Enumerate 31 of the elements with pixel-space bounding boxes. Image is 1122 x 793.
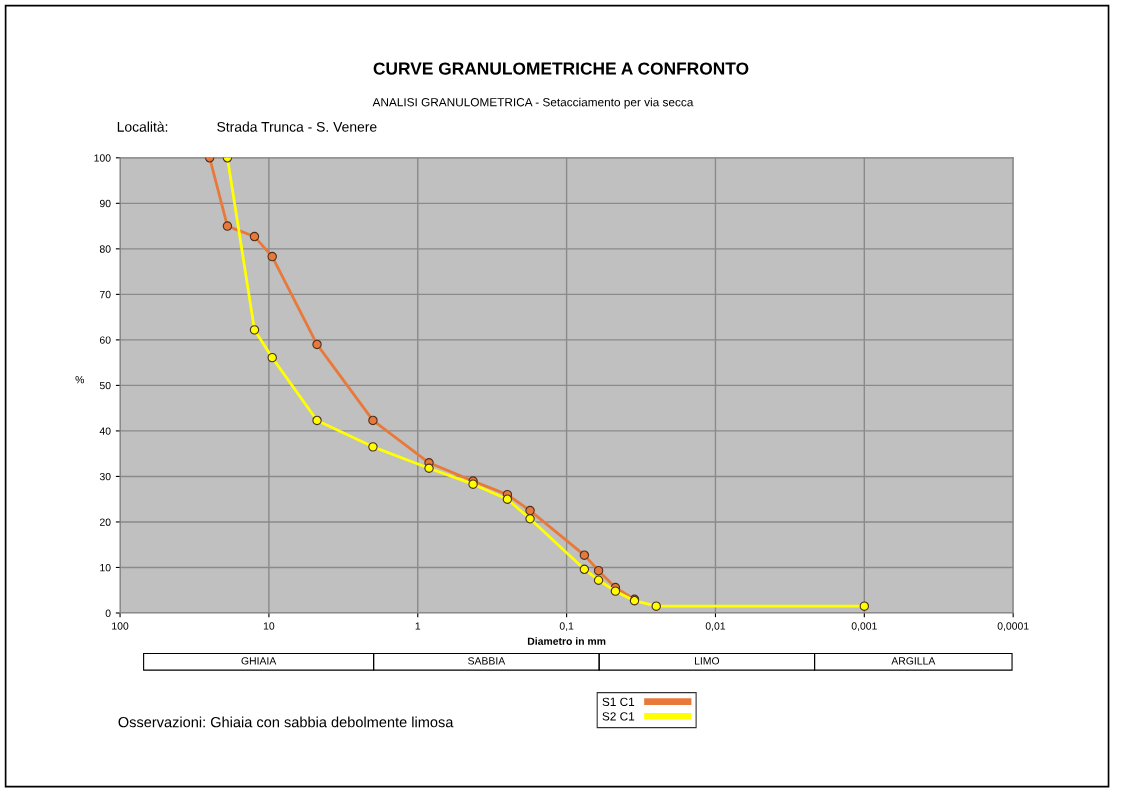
chart-subtitle: ANALISI GRANULOMETRICA - Setacciamento per via secca: [372, 97, 694, 109]
y-tick-label: 80: [99, 245, 111, 253]
x-tick-label: 10: [263, 622, 275, 630]
y-tick-label: 90: [99, 199, 111, 208]
legend-label: S1 C1: [602, 697, 635, 707]
x-tick-label: 0,1: [559, 622, 574, 631]
legend-label: S2 C1: [602, 712, 635, 721]
text: LIMO: [694, 657, 720, 665]
x-tick-label: 0,01: [705, 622, 726, 631]
text: SABBIA: [468, 657, 506, 665]
y-tick-label: 20: [99, 518, 111, 526]
x-tick-label: 1: [415, 622, 421, 630]
x-tick-label: 100: [112, 622, 129, 630]
y-tick-label: 0: [105, 609, 111, 617]
text: GHIAIA: [241, 657, 277, 665]
chart-title: CURVE GRANULOMETRICHE A CONFRONTO: [373, 62, 749, 75]
y-tick-label: 100: [94, 154, 111, 162]
y-tick-label: 40: [99, 427, 111, 435]
text: Strada Trunca - S. Venere: [217, 121, 377, 132]
text: Osservazioni: Ghiaia con sabbia debolmente limosa: [118, 716, 454, 728]
x-axis-title: Diametro in mm: [527, 637, 606, 645]
y-tick-label: 30: [99, 472, 111, 481]
text: Località:: [117, 121, 168, 132]
text: ARGILLA: [891, 657, 936, 665]
y-axis-title: %: [75, 376, 85, 384]
x-tick-label: 0,0001: [997, 622, 1029, 631]
y-tick-label: 10: [100, 563, 111, 572]
x-tick-label: 0,001: [851, 622, 877, 631]
y-tick-label: 70: [99, 290, 111, 299]
y-tick-label: 60: [99, 336, 111, 344]
y-tick-label: 50: [99, 381, 111, 390]
